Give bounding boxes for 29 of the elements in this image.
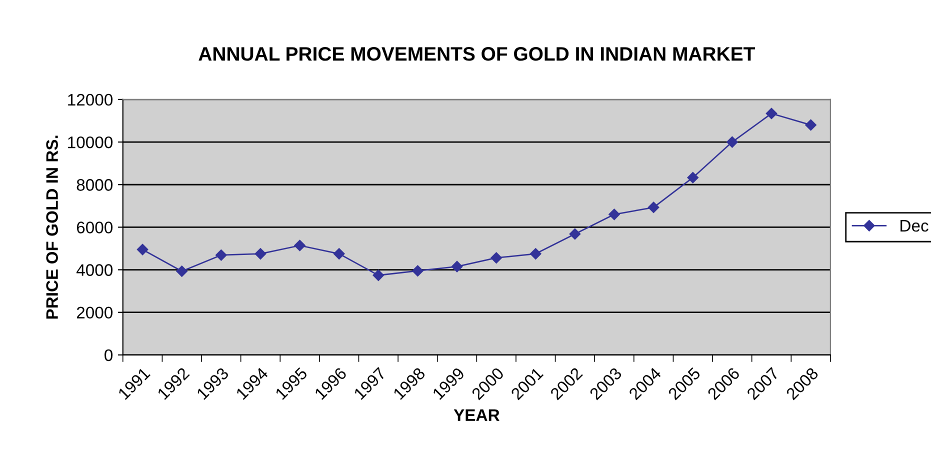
point [176, 266, 188, 277]
y-tick-label: 10000 [68, 136, 113, 148]
chart-title: ANNUAL PRICE MOVEMENTS OF GOLD IN INDIAN MARKET [198, 47, 755, 61]
point [451, 260, 463, 272]
point [333, 248, 345, 260]
point [216, 249, 227, 261]
point [648, 202, 660, 214]
point [254, 248, 266, 260]
legend-label: Dec [900, 220, 928, 232]
point [569, 228, 581, 240]
y-tick-label: 12000 [68, 94, 113, 106]
point [726, 136, 738, 148]
point [490, 252, 502, 264]
y-tick-label: 4000 [76, 264, 113, 276]
point [766, 108, 778, 120]
y-axis-title: PRICE OF GOLD IN RS. [46, 136, 58, 319]
y-tick-label: 2000 [76, 306, 113, 319]
x-axis-title: YEAR [454, 409, 500, 421]
point [412, 265, 424, 276]
point [608, 208, 620, 220]
y-tick-label: 6000 [76, 222, 113, 234]
point [805, 119, 816, 131]
point [530, 248, 542, 260]
point [372, 270, 384, 281]
point [687, 172, 698, 184]
point [136, 244, 148, 256]
y-tick-label: 8000 [76, 179, 113, 191]
point [294, 240, 306, 252]
y-tick-label: 0 [104, 349, 113, 362]
